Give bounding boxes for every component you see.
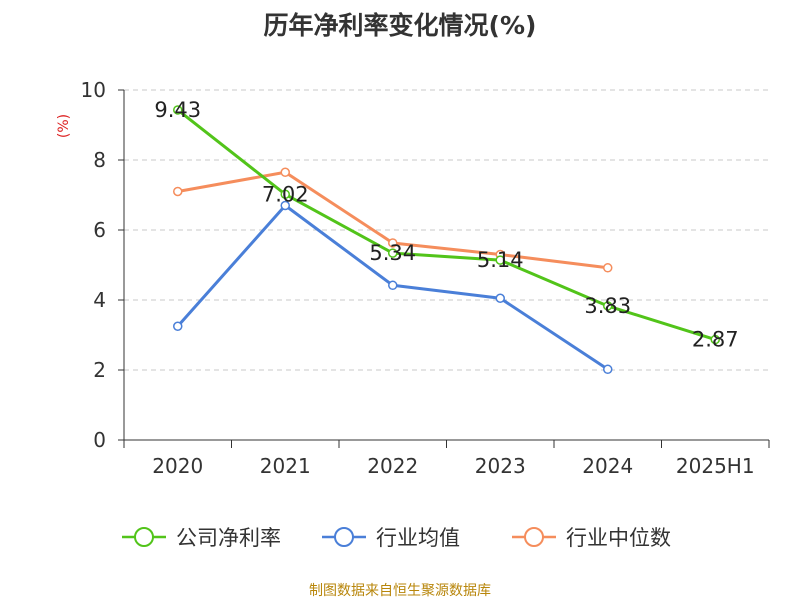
data-point <box>280 167 290 177</box>
legend-label: 行业中位数 <box>566 526 671 550</box>
y-tick-label: 0 <box>93 428 106 452</box>
y-tick-label: 2 <box>93 358 106 382</box>
x-tick-label: 2024 <box>582 454 633 478</box>
x-tick-label: 2025H1 <box>676 454 755 478</box>
x-tick-label: 2022 <box>367 454 418 478</box>
data-point <box>388 238 398 248</box>
data-label: 7.02 <box>262 182 309 206</box>
data-label: 5.14 <box>477 248 524 272</box>
x-tick-label: 2021 <box>260 454 311 478</box>
data-label: 9.43 <box>154 98 201 122</box>
data-point <box>173 321 183 331</box>
data-point <box>173 105 183 115</box>
chart-title: 历年净利率变化情况(%) <box>263 11 537 40</box>
data-label: 3.83 <box>584 294 631 318</box>
x-tick-label: 2020 <box>152 454 203 478</box>
legend-label: 行业均值 <box>376 526 460 550</box>
data-point <box>173 186 183 197</box>
data-point <box>388 280 398 291</box>
series-line <box>176 108 716 341</box>
data-point <box>603 263 613 273</box>
y-tick-label: 4 <box>93 288 106 312</box>
y-tick-label: 10 <box>81 78 106 102</box>
data-point <box>710 334 720 345</box>
legend-marker <box>134 527 154 547</box>
data-point <box>280 200 290 211</box>
y-axis-unit-label: (%) <box>56 114 72 138</box>
legend-label: 公司净利率 <box>176 526 281 550</box>
data-label: 5.34 <box>369 241 416 265</box>
x-tick-label: 2023 <box>475 454 526 478</box>
data-point <box>280 189 290 200</box>
legend-marker <box>334 527 354 547</box>
data-point <box>603 364 613 375</box>
data-point <box>603 301 613 311</box>
source-note: 制图数据来自恒生聚源数据库 <box>309 583 491 599</box>
data-point <box>495 255 505 265</box>
data-label: 2.87 <box>692 328 739 352</box>
data-point <box>495 293 505 303</box>
data-point <box>388 248 398 258</box>
y-tick-label: 8 <box>93 148 106 172</box>
y-tick-label: 6 <box>93 218 106 242</box>
legend-marker <box>524 527 544 547</box>
